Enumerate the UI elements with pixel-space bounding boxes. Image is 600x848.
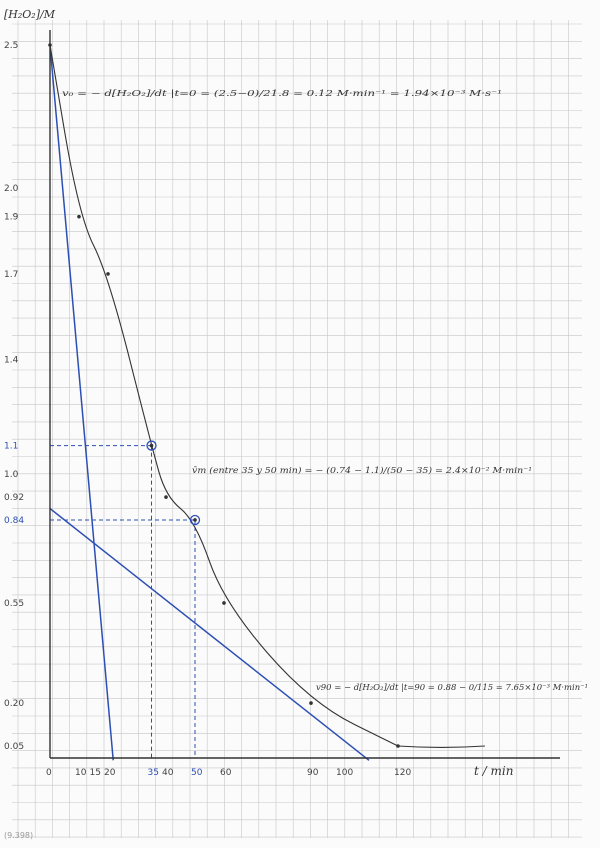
x-tick-label: 15 [90,768,101,778]
chart-axes [49,30,560,759]
data-point [48,43,52,47]
x-tick-label: 40 [162,768,174,778]
x-tick-label: 20 [104,768,116,778]
x-tick-label: 0 [46,768,52,778]
decay-curve [49,44,399,747]
y-tick-label: 0.20 [4,699,24,709]
guide-lines [50,445,196,758]
y-tick-label: 2.0 [4,184,19,194]
y-tick-label: 1.7 [4,270,18,280]
y-axis-label: [H₂O₂]/M [4,8,56,21]
highlighted-point-ring [146,440,157,451]
x-tick-labels: 0 10 15 20 35 40 50 60 90 100 120 [46,768,411,778]
initial-rate-annotation: v₀ = − d[H₂O₂]/dt |t=0 = (2.5−0)/21.8 = … [62,89,502,98]
x-tick-label: 100 [336,768,353,778]
tangent-line-1 [49,44,114,761]
mean-rate-annotation: v̄m (entre 35 y 50 min) = − (0.74 − 1.1)… [192,466,532,475]
y-tick-label: 1.0 [4,470,19,480]
x-tick-label: 90 [307,768,319,778]
x-tick-label: 35 [148,768,159,778]
y-tick-label: 1.1 [4,442,18,452]
y-tick-label: 0.05 [4,742,24,752]
y-tick-label: 1.4 [4,356,19,366]
data-point [149,443,154,448]
tangent-line-2 [49,507,370,761]
x-tick-label: 50 [191,768,203,778]
decay-curve-tail [397,745,486,748]
x-axis-label: t / min [474,764,513,778]
data-point [106,272,110,276]
x-tick-label: 10 [75,768,87,778]
data-point [309,701,313,705]
highlighted-point-ring [189,514,201,526]
data-point [77,214,81,219]
data-point [164,495,168,499]
graph-grid [12,20,582,838]
rate-at-90-annotation: v90 = − d[H₂O₂]/dt |t=90 = 0.88 − 0/115 … [316,683,588,692]
data-points [48,43,400,748]
x-tick-label: 120 [394,768,411,778]
data-point [193,518,197,522]
y-tick-label: 0.84 [4,516,24,526]
data-point [396,744,400,748]
y-tick-label: 2.5 [4,41,18,51]
corner-page-note: (9.398) [4,831,33,840]
y-tick-label: 1.9 [4,213,19,223]
data-curve [49,44,486,748]
y-tick-label: 0.55 [4,599,24,609]
tangent-lines [49,44,370,761]
data-point [222,601,226,605]
y-tick-label: 0.92 [4,493,24,503]
x-tick-label: 60 [220,768,232,778]
y-tick-labels: 2.5 2.0 1.9 1.7 1.4 1.1 1.0 0.92 0.84 0.55 0.20 0.0… [4,41,24,752]
